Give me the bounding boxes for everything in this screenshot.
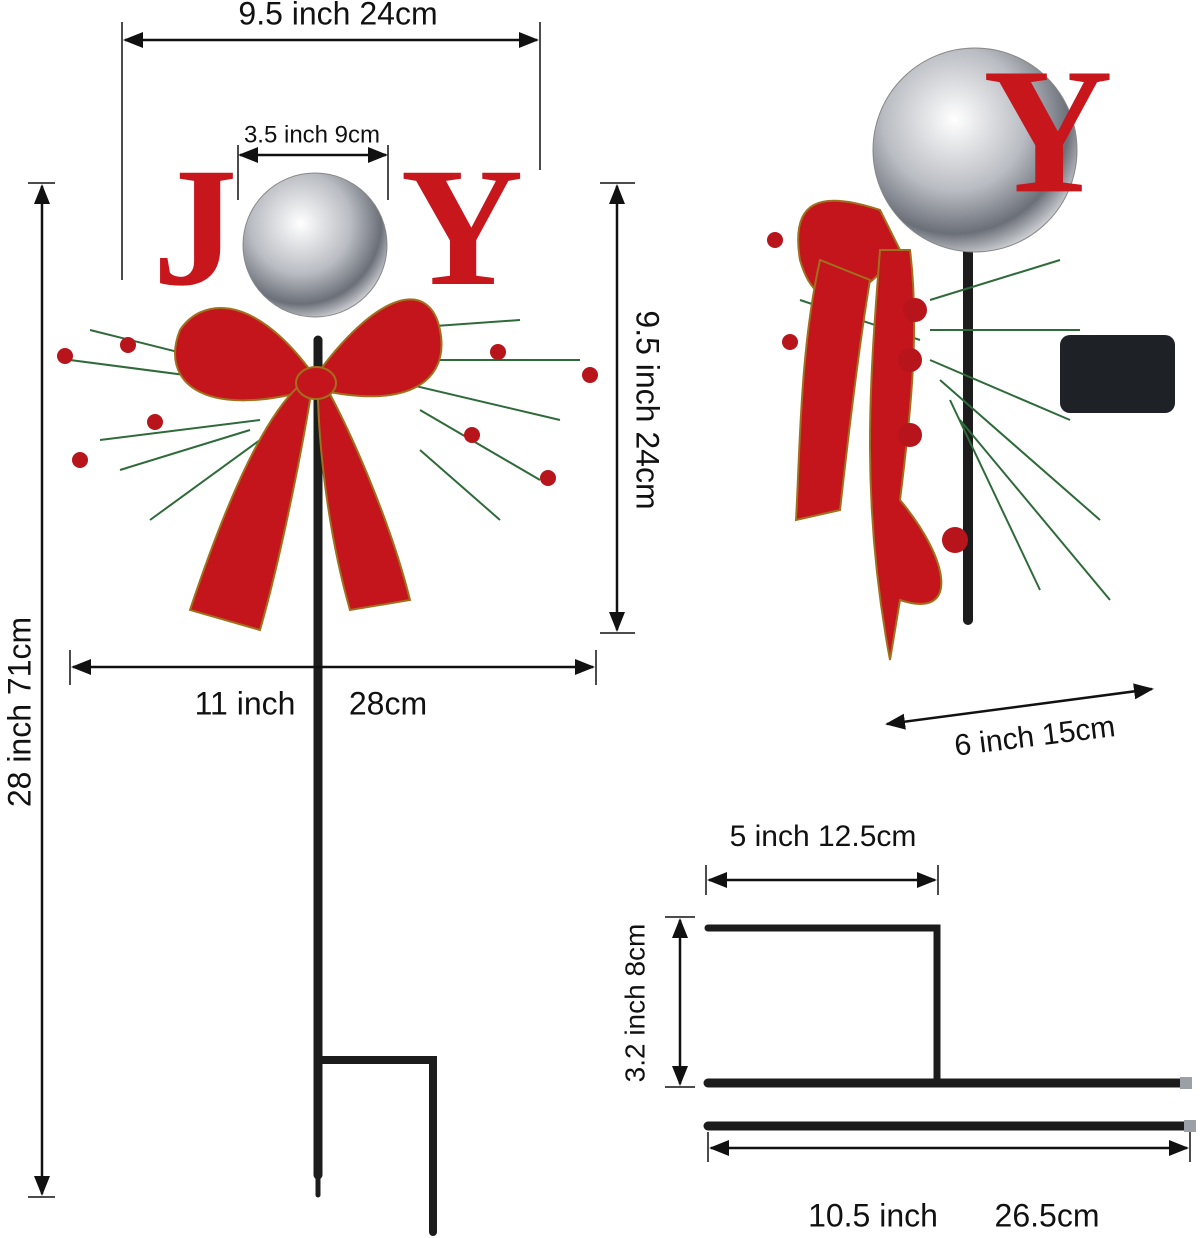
- dimension-label: 28 inch 71cm: [1, 617, 37, 807]
- dimension-label: 3.5 inch 9cm: [244, 121, 380, 148]
- dimension-label: 11 inch: [195, 685, 296, 721]
- dimension-label: 6 inch 15cm: [953, 710, 1118, 762]
- dimension-label: 28cm: [349, 685, 427, 721]
- dimension-label: 10.5 inch: [808, 1197, 938, 1233]
- solar-panel: [1060, 335, 1175, 413]
- letter: J: [153, 133, 238, 321]
- dimension-label: 3.2 inch 8cm: [619, 924, 650, 1083]
- dimension-label: 26.5cm: [995, 1197, 1100, 1233]
- glass-ball: [242, 172, 388, 318]
- left-product: J Y: [57, 133, 598, 1236]
- dimension-label: 9.5 inch 24cm: [630, 310, 666, 509]
- letter: Y: [401, 133, 524, 321]
- right-product: J Y: [767, 31, 1175, 661]
- stake-dimensions: 5 inch 12.5cm 3.2 inch 8cm 10.5 inch 26.…: [619, 820, 1191, 1233]
- stake-parts: [703, 924, 1196, 1132]
- letter: Y: [983, 31, 1113, 230]
- dimension-label: 9.5 inch 24cm: [238, 0, 437, 31]
- glass-ball: [872, 47, 1078, 253]
- left-dimensions: 9.5 inch 24cm 3.5 inch 9cm 9.5 inch 24cm…: [1, 0, 666, 1198]
- dimension-label: 5 inch 12.5cm: [730, 820, 917, 853]
- bow: [174, 298, 443, 632]
